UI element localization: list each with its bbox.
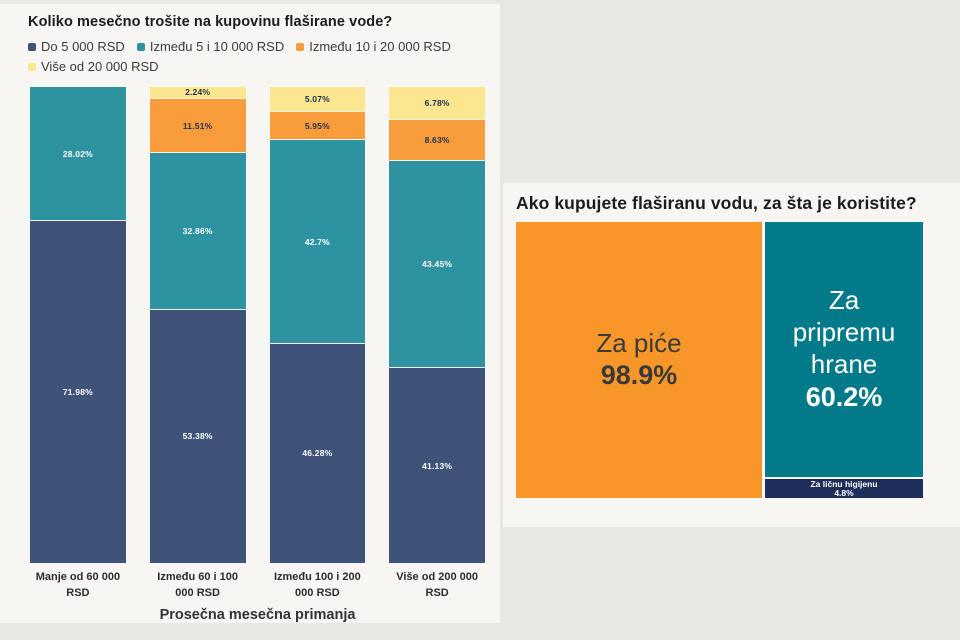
legend-item: Između 10 i 20 000 RSD bbox=[296, 38, 451, 56]
legend-label: Između 5 i 10 000 RSD bbox=[149, 39, 285, 54]
bar-segment-value: 43.45% bbox=[422, 259, 453, 270]
bar-segment-value: 32.86% bbox=[182, 226, 213, 237]
bar-segment: 5.95% bbox=[269, 111, 366, 140]
bar-segment-value: 6.78% bbox=[424, 98, 450, 109]
legend: Do 5 000 RSD Između 5 i 10 000 RSD Između … bbox=[28, 38, 483, 76]
usage-chart-card: Ako kupujete flaširanu vodu, za šta je k… bbox=[503, 183, 960, 527]
legend-chip bbox=[28, 43, 36, 51]
bars: 28.02% 71.98% 2.24% 11.51% 32.86% 53.38% 5.07%… bbox=[30, 87, 485, 563]
bar-segment-value: 53.38% bbox=[182, 431, 213, 442]
treemap-cell-drink: Za piće 98.9% bbox=[516, 222, 762, 498]
spending-chart-card: Koliko mesečno trošite na kupovinu flaši… bbox=[0, 4, 500, 623]
bar-segment: 42.7% bbox=[269, 139, 366, 343]
bar-segment-value: 42.7% bbox=[304, 236, 330, 247]
treemap-cell-food-name: Za pripremu hrane bbox=[792, 285, 896, 379]
bar-segment: 8.63% bbox=[389, 119, 485, 161]
bar-column: 28.02% 71.98% bbox=[30, 87, 126, 563]
bar-segment: 71.98% bbox=[30, 220, 126, 563]
bar-segment: 11.51% bbox=[149, 97, 246, 153]
bar-column: 6.78% 8.63% 43.45% 41.13% bbox=[389, 87, 485, 563]
legend-item: Do 5 000 RSD bbox=[28, 38, 125, 56]
bar-segment: 32.86% bbox=[149, 152, 246, 309]
treemap-right-column: Za pripremu hrane 60.2% Za ličnu higijen… bbox=[765, 222, 923, 498]
treemap-cell-drink-name: Za piće bbox=[596, 327, 682, 358]
x-axis-label: Više od 200 000 RSD bbox=[396, 571, 478, 599]
x-axis-title: Prosečna mesečna primanja bbox=[159, 607, 356, 623]
usage-chart-title: Ako kupujete flaširanu vodu, za šta je k… bbox=[516, 193, 917, 213]
bar-segment: 2.24% bbox=[149, 87, 246, 98]
bar-segment-value: 71.98% bbox=[62, 387, 93, 398]
treemap: Za piće 98.9% Za pripremu hrane 60.2% Za… bbox=[516, 222, 923, 498]
bar-segment-value: 28.02% bbox=[62, 148, 93, 159]
bar-segment-value: 8.63% bbox=[424, 135, 450, 146]
legend-item: Više od 20 000 RSD bbox=[28, 58, 159, 76]
bar-segment-value: 2.24% bbox=[185, 87, 211, 98]
treemap-cell-hygiene: Za ličnu higijenu 4.8% bbox=[765, 479, 923, 498]
bar-column: 5.07% 5.95% 42.7% 46.28% bbox=[269, 87, 366, 563]
x-axis-labels: Manje od 60 000 RSD Između 60 i 100 000 R… bbox=[30, 570, 485, 602]
x-axis-label: Između 100 i 200 000 RSD bbox=[273, 571, 361, 599]
bar-segment: 53.38% bbox=[149, 308, 246, 563]
legend-item: Između 5 i 10 000 RSD bbox=[136, 38, 285, 56]
legend-label: Do 5 000 RSD bbox=[41, 39, 125, 54]
bar-segment-value: 5.95% bbox=[304, 120, 330, 131]
bar-segment: 28.02% bbox=[30, 87, 126, 221]
legend-label: Između 10 i 20 000 RSD bbox=[309, 39, 451, 54]
bar-segment: 5.07% bbox=[269, 87, 366, 112]
legend-label: Više od 20 000 RSD bbox=[41, 59, 159, 74]
treemap-cell-food-value: 60.2% bbox=[805, 381, 883, 412]
bar-column: 2.24% 11.51% 32.86% 53.38% bbox=[149, 87, 246, 563]
treemap-cell-drink-value: 98.9% bbox=[600, 360, 678, 391]
bar-segment: 41.13% bbox=[389, 367, 485, 563]
bar-segment-value: 11.51% bbox=[182, 120, 213, 131]
bar-segment: 43.45% bbox=[389, 160, 485, 368]
legend-chip bbox=[296, 43, 305, 51]
legend-chip bbox=[28, 63, 36, 71]
spending-chart-title: Koliko mesečno trošite na kupovinu flaši… bbox=[28, 14, 393, 30]
x-axis-label: Između 60 i 100 000 RSD bbox=[157, 571, 238, 599]
bar-segment-value: 41.13% bbox=[422, 460, 453, 471]
treemap-cell-food: Za pripremu hrane 60.2% bbox=[765, 222, 923, 477]
x-axis-label: Manje od 60 000 RSD bbox=[35, 571, 121, 599]
bar-segment-value: 46.28% bbox=[302, 448, 333, 459]
treemap-cell-hygiene-value: 4.8% bbox=[834, 487, 854, 498]
treemap-cell-hygiene-name: Za ličnu higijenu bbox=[810, 479, 878, 489]
bar-segment-value: 5.07% bbox=[304, 94, 330, 105]
bar-segment: 46.28% bbox=[269, 342, 366, 563]
legend-chip bbox=[136, 43, 145, 51]
bar-segment: 6.78% bbox=[389, 87, 485, 120]
